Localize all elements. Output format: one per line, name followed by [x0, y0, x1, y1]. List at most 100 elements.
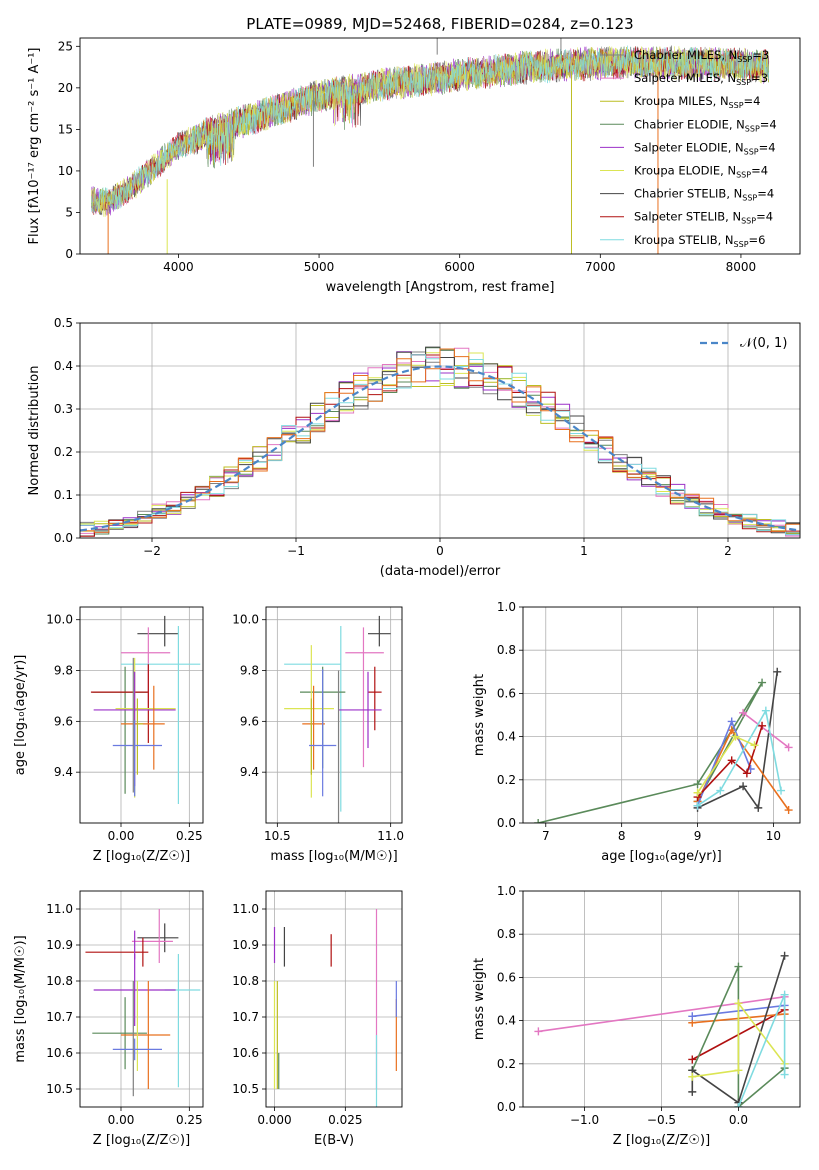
weight-marker [716, 786, 725, 795]
axes-frame [79, 37, 801, 255]
y-tick-label: 10.7 [46, 1010, 73, 1024]
y-tick-label: 1.0 [497, 884, 516, 898]
x-axis-label: Z [log₁₀(Z/Z☉)] [93, 849, 190, 864]
axes-frame [522, 606, 801, 824]
x-axis-label: (data-model)/error [380, 564, 501, 579]
legend-entry: Kroupa MILES, NSSP=4 [634, 94, 760, 110]
legend-entry: Salpeter STELIB, NSSP=4 [634, 210, 773, 226]
legend-label: Chabrier MILES, N [634, 48, 737, 62]
x-tick-label: 7000 [585, 260, 616, 274]
y-tick-label: 0.2 [54, 445, 73, 459]
weight-marker [758, 678, 767, 687]
spectrum-line-8 [91, 45, 770, 214]
plot-area-weight_vs_Z [523, 891, 800, 1107]
y-tick-label: 11.0 [46, 902, 73, 916]
weight-marker [784, 806, 793, 815]
weight-marker [742, 769, 751, 778]
legend-label: Kroupa ELODIE, N [634, 164, 736, 178]
y-tick-label: 9.8 [54, 664, 73, 678]
x-axis-label: Z [log₁₀(Z/Z☉)] [613, 1133, 710, 1148]
normal-curve [80, 365, 800, 532]
weight-marker [734, 1066, 743, 1075]
legend-count: =6 [749, 233, 766, 247]
weight-marker [780, 951, 789, 960]
weight-series-0 [538, 996, 785, 1033]
legend-count: =3 [751, 71, 768, 85]
y-tick-label: 0.0 [497, 816, 516, 830]
legend-entry: Kroupa ELODIE, NSSP=4 [634, 164, 768, 180]
y-tick-label: 0.4 [54, 359, 73, 373]
x-tick-label: −0.5 [647, 1113, 676, 1127]
y-tick-label: 1.0 [497, 600, 516, 614]
weight-series-0 [538, 682, 763, 823]
y-tick-label: 0.1 [54, 488, 73, 502]
y-tick-label: 0.6 [497, 970, 516, 984]
weight-series-6 [697, 708, 782, 807]
x-tick-label: 6000 [444, 260, 475, 274]
y-tick-label: 0.5 [54, 316, 73, 330]
legend-count: =3 [752, 48, 769, 62]
x-tick-label: 0.00 [108, 1113, 135, 1127]
weight-series-2 [742, 712, 790, 749]
legend-subscript: SSP [737, 55, 752, 64]
x-tick-label: −1.0 [570, 1113, 599, 1127]
legend-subscript: SSP [745, 124, 760, 133]
weight-marker [761, 706, 770, 715]
x-tick-label: 10 [766, 829, 781, 843]
y-tick-label: 10.6 [46, 1046, 73, 1060]
legend-entry: Chabrier MILES, NSSP=3 [634, 48, 769, 64]
y-tick-label: 0.8 [497, 643, 516, 657]
y-tick-label: 0.2 [497, 1057, 516, 1071]
y-tick-label: 10.5 [232, 1082, 259, 1096]
panel-weight_vs_Z: −1.0 −0.5 0.0 0.0 0.2 0.4 0.6 0.8 1.0 Z [log₁₀(Z/… [472, 884, 801, 1148]
y-tick-label: 10.8 [46, 974, 73, 988]
legend-entry: Salpeter MILES, NSSP=3 [634, 71, 768, 87]
y-tick-label: 0.4 [497, 730, 516, 744]
weight-marker [693, 788, 702, 797]
legend-label: Chabrier ELODIE, N [634, 117, 745, 131]
weight-marker [773, 667, 782, 676]
x-axis-label: age [log₁₀(age/yr)] [601, 849, 722, 864]
panel-mass_vs_ebv: 0.000 0.025 10.5 10.6 10.7 10.8 10.9 11.0 E(B-V) [232, 890, 403, 1148]
weight-series-6 [692, 1000, 786, 1078]
y-tick-label: 0 [65, 247, 73, 261]
axes-frame [522, 890, 801, 1108]
spectrum-line-5 [91, 46, 770, 217]
weight-marker [688, 1087, 697, 1096]
y-tick-label: 10.6 [232, 1046, 259, 1060]
axes-frame [79, 322, 801, 539]
y-tick-label: 0.8 [497, 927, 516, 941]
legend-subscript: SSP [736, 78, 751, 87]
legend-subscript: SSP [741, 217, 756, 226]
axes-frame [79, 890, 204, 1108]
x-axis-label: mass [log₁₀(M/M☉)] [270, 849, 397, 864]
plot-area-residuals [80, 323, 800, 538]
panel-spectrum: 4000 5000 6000 7000 8000 0 5 10 15 20 25 wavelength… [27, 15, 801, 295]
y-axis-label: Normed distribution [27, 366, 42, 496]
y-tick-label: 11.0 [232, 902, 259, 916]
weight-marker [688, 1012, 697, 1021]
y-tick-label: 20 [58, 81, 73, 95]
legend-count: =4 [756, 210, 773, 224]
x-axis-label: wavelength [Angstrom, rest frame] [326, 280, 555, 295]
x-tick-label: 0.25 [176, 829, 203, 843]
legend-entry: Salpeter ELODIE, NSSP=4 [634, 140, 776, 156]
y-axis-label: age [log₁₀(age/yr)] [13, 655, 28, 776]
x-tick-label: 4000 [163, 260, 194, 274]
y-axis-label: mass [log₁₀(M/M☉)] [13, 935, 28, 1062]
x-tick-label: 0 [436, 544, 444, 558]
plot-area-weight_vs_age [523, 607, 800, 823]
y-axis-label: mass weight [472, 958, 487, 1040]
legend-label: Kroupa STELIB, N [634, 233, 734, 247]
y-tick-label: 9.8 [240, 664, 259, 678]
weight-marker [731, 732, 740, 741]
x-tick-label: 1 [580, 544, 588, 558]
legend-subscript: SSP [742, 194, 757, 203]
legend-label: 𝒩(0, 1) [740, 336, 787, 351]
plot-area-mass_vs_ebv [266, 891, 402, 1107]
legend-count: =4 [744, 94, 761, 108]
legend-count: =4 [760, 117, 777, 131]
x-tick-label: 2 [724, 544, 732, 558]
y-tick-label: 10.7 [232, 1010, 259, 1024]
